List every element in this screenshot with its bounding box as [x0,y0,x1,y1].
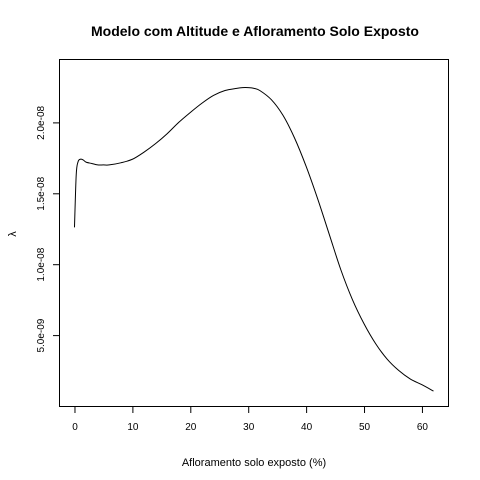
x-tick-label: 20 [185,422,197,433]
series-line [73,87,434,392]
plot-frame [59,59,449,407]
y-tick-label: 1.5e-08 [36,176,47,210]
x-tick-label: 50 [359,422,371,433]
x-axis: 0 10 20 30 40 50 60 [72,406,428,433]
x-tick-label: 10 [127,422,139,433]
y-tick-label: 1.0e-08 [36,247,47,281]
y-axis: 5.0e-09 1.0e-08 1.5e-08 2.0e-08 [36,105,60,353]
x-tick-label: 30 [243,422,255,433]
x-tick-label: 0 [72,422,78,433]
x-tick-label: 40 [301,422,313,433]
y-tick-label: 2.0e-08 [36,105,47,139]
chart-title: Modelo com Altitude e Afloramento Solo E… [91,23,419,39]
y-axis-label: λ [7,231,19,237]
x-axis-label: Afloramento solo exposto (%) [182,457,326,469]
x-tick-label: 60 [417,422,429,433]
y-tick-label: 5.0e-09 [36,318,47,352]
